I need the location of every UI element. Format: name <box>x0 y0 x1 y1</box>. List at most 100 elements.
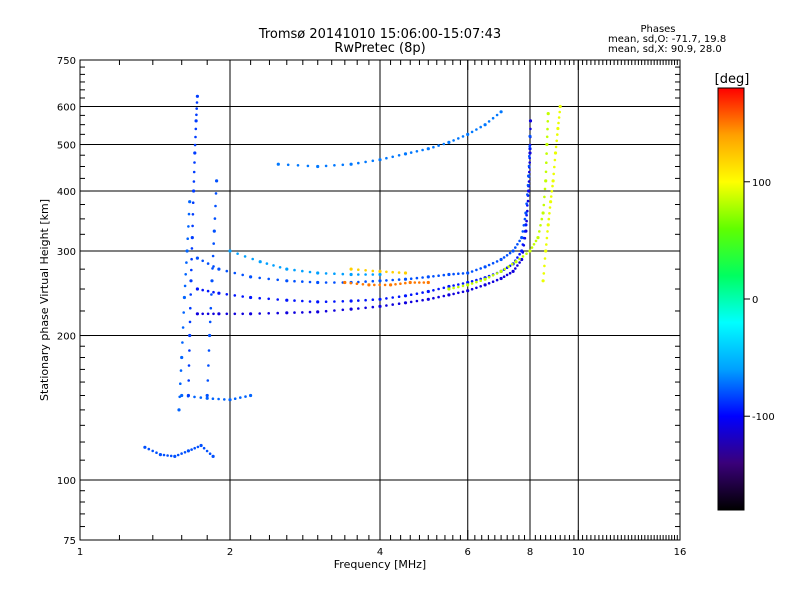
data-point <box>461 272 465 275</box>
data-point <box>293 299 296 302</box>
data-point <box>251 257 254 261</box>
data-point <box>557 116 561 119</box>
data-point <box>499 257 503 262</box>
legend-line-o: mean, sd,O: -71.7, 19.8 <box>608 34 726 45</box>
data-point <box>201 312 204 316</box>
data-point <box>286 163 290 167</box>
data-point <box>418 281 421 284</box>
y-axis-ticks: 75 100 200 300 400 500 600 750 <box>57 56 680 547</box>
data-point <box>457 285 460 289</box>
data-point <box>545 152 548 155</box>
data-point <box>249 295 253 300</box>
data-point <box>437 144 440 147</box>
y-tick-label: 200 <box>57 332 76 343</box>
data-point <box>296 164 300 167</box>
data-point <box>343 280 347 285</box>
data-point <box>534 239 538 243</box>
data-point <box>437 295 440 299</box>
data-point <box>177 408 181 412</box>
chart-title: Tromsø 20141010 15:06:00-15:07:43 <box>258 27 501 42</box>
data-point <box>545 243 548 246</box>
data-point <box>258 296 262 300</box>
data-point <box>527 164 531 168</box>
data-point <box>301 280 304 283</box>
data-point <box>479 279 483 283</box>
data-point <box>301 299 304 303</box>
y-tick-label: 300 <box>57 247 76 258</box>
data-point <box>285 311 289 315</box>
data-point <box>228 398 232 402</box>
data-point <box>193 161 196 164</box>
x-tick-label: 6 <box>465 547 471 558</box>
data-point <box>214 204 217 208</box>
data-point <box>208 333 212 338</box>
data-point <box>491 280 495 284</box>
data-point <box>206 289 210 293</box>
data-point <box>528 151 532 155</box>
data-point <box>316 164 320 169</box>
data-point <box>521 243 525 246</box>
data-point <box>546 223 550 227</box>
data-point <box>542 203 546 207</box>
data-point <box>551 184 554 188</box>
data-point <box>461 290 465 294</box>
data-point <box>518 257 521 261</box>
data-point <box>301 269 304 273</box>
data-point <box>249 275 253 279</box>
data-point <box>442 142 446 146</box>
data-point <box>293 311 296 314</box>
data-point <box>461 135 465 138</box>
data-point <box>349 162 353 166</box>
data-point <box>241 295 244 298</box>
data-point <box>324 272 328 275</box>
data-point <box>511 262 514 266</box>
data-point <box>258 312 262 315</box>
data-point <box>215 179 219 183</box>
data-point <box>211 397 215 401</box>
data-point <box>447 293 451 297</box>
data-point <box>389 283 393 287</box>
data-point <box>241 312 244 316</box>
data-point <box>528 145 531 148</box>
data-point <box>466 132 470 136</box>
data-point <box>556 126 560 131</box>
data-point <box>333 300 336 303</box>
data-point <box>470 280 474 283</box>
data-point <box>556 133 559 136</box>
data-point <box>421 298 424 302</box>
data-point <box>209 306 213 310</box>
data-point <box>241 273 244 277</box>
data-point <box>357 268 360 272</box>
data-point <box>554 145 558 149</box>
data-point <box>385 156 388 160</box>
data-point <box>371 159 375 163</box>
data-points <box>143 94 562 458</box>
data-point <box>205 449 209 453</box>
data-point <box>394 283 397 286</box>
data-point <box>371 305 375 309</box>
data-point <box>518 239 521 243</box>
data-point <box>210 279 214 283</box>
data-point <box>543 257 547 260</box>
data-point <box>524 223 528 227</box>
data-point <box>528 161 531 164</box>
data-point <box>491 116 495 120</box>
colorbar <box>717 87 745 511</box>
data-point <box>308 300 312 303</box>
data-point <box>457 283 460 286</box>
data-point <box>516 256 519 259</box>
data-point <box>181 341 184 344</box>
data-point <box>399 282 402 286</box>
data-point <box>385 279 388 282</box>
data-point <box>545 142 549 147</box>
data-point <box>447 140 451 144</box>
data-point <box>214 192 218 195</box>
data-point <box>397 302 401 306</box>
data-point <box>187 379 190 382</box>
data-point <box>542 272 546 275</box>
data-point <box>447 287 451 291</box>
data-point <box>378 279 382 283</box>
data-point <box>479 277 483 281</box>
data-point <box>507 265 510 268</box>
data-point <box>385 270 388 274</box>
